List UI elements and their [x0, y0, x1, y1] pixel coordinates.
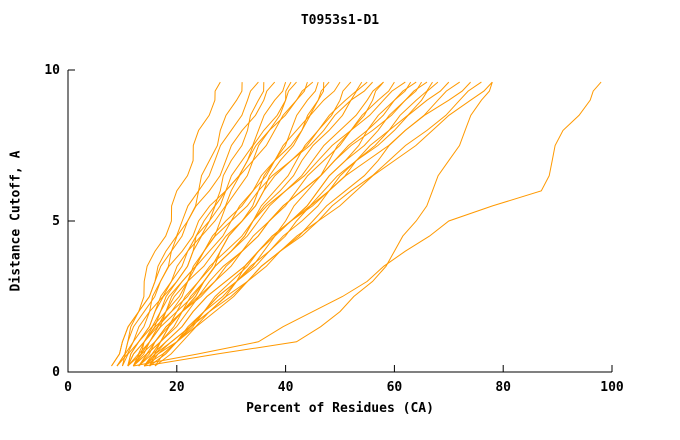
- model-curve: [149, 81, 471, 367]
- model-curve: [143, 81, 428, 367]
- x-tick-label: 20: [169, 380, 185, 395]
- model-curve: [154, 81, 493, 367]
- model-curve: [111, 81, 221, 367]
- y-tick-label: 10: [44, 63, 60, 78]
- model-curve: [116, 81, 292, 367]
- y-tick-label: 0: [52, 365, 60, 380]
- model-curve: [132, 81, 352, 367]
- model-curve: [133, 81, 602, 367]
- model-curve: [138, 81, 368, 367]
- model-curve: [127, 81, 373, 367]
- model-curve: [116, 81, 276, 367]
- x-tick-label: 40: [278, 380, 294, 395]
- model-curve: [132, 81, 297, 367]
- model-curve: [116, 81, 314, 367]
- model-curve: [127, 81, 363, 367]
- x-tick-label: 80: [495, 380, 511, 395]
- model-curve: [149, 81, 439, 367]
- model-curve: [132, 81, 406, 367]
- x-axis-label: Percent of Residues (CA): [246, 401, 434, 416]
- x-tick-label: 100: [600, 380, 624, 395]
- model-curve: [121, 82, 243, 367]
- x-tick-label: 60: [387, 380, 403, 395]
- chart-title: T0953s1-D1: [300, 13, 380, 28]
- model-curve: [111, 81, 259, 367]
- model-curve: [143, 81, 482, 367]
- model-curve: [143, 81, 433, 367]
- model-curve: [127, 81, 287, 367]
- model-curve: [132, 82, 325, 367]
- model-curve: [144, 81, 493, 367]
- model-curve: [127, 81, 384, 367]
- x-tick-label: 0: [64, 380, 72, 395]
- model-curve: [149, 81, 423, 367]
- model-curve: [132, 81, 341, 367]
- model-curve: [143, 81, 450, 367]
- model-curve: [121, 81, 308, 367]
- y-tick-label: 5: [52, 214, 60, 229]
